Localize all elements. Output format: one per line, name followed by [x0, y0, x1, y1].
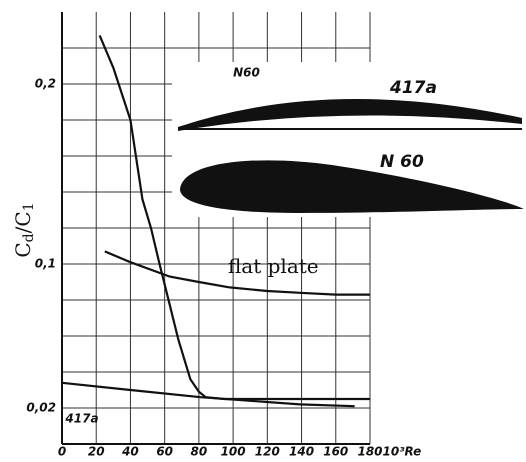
x-tick-label: 60 [156, 445, 173, 459]
airfoils [172, 62, 526, 217]
x-axis-label: ·10³Re [378, 445, 421, 459]
y-tick-label: 0,1 [35, 257, 56, 271]
x-tick-label: 140 [289, 445, 314, 459]
y-tick-label: 0,02 [26, 401, 56, 415]
y-axis-label: Cd/C1 [11, 202, 38, 257]
series-label: 417a [64, 411, 98, 425]
series-label: N60 [233, 66, 260, 80]
x-tick-label: 20 [88, 445, 105, 459]
series-line [104, 250, 370, 296]
x-tick-label: 0 [58, 445, 66, 459]
x-tick-label: 100 [221, 445, 246, 459]
x-tick-label: 80 [191, 445, 208, 459]
airfoil-label: 417a [389, 78, 437, 98]
airfoil-417a [178, 99, 522, 131]
x-tick-label: 40 [121, 445, 139, 459]
x-tick-label: 180 [357, 445, 382, 459]
x-tick-label: 120 [255, 445, 280, 459]
series-line [61, 381, 355, 408]
series-label: flat plate [228, 254, 319, 278]
y-tick-label: 0,2 [35, 77, 56, 91]
series-line [98, 34, 370, 401]
airfoil-label: N 60 [380, 152, 424, 172]
airfoil-n60 [180, 160, 524, 213]
x-tick-label: 160 [323, 445, 348, 459]
